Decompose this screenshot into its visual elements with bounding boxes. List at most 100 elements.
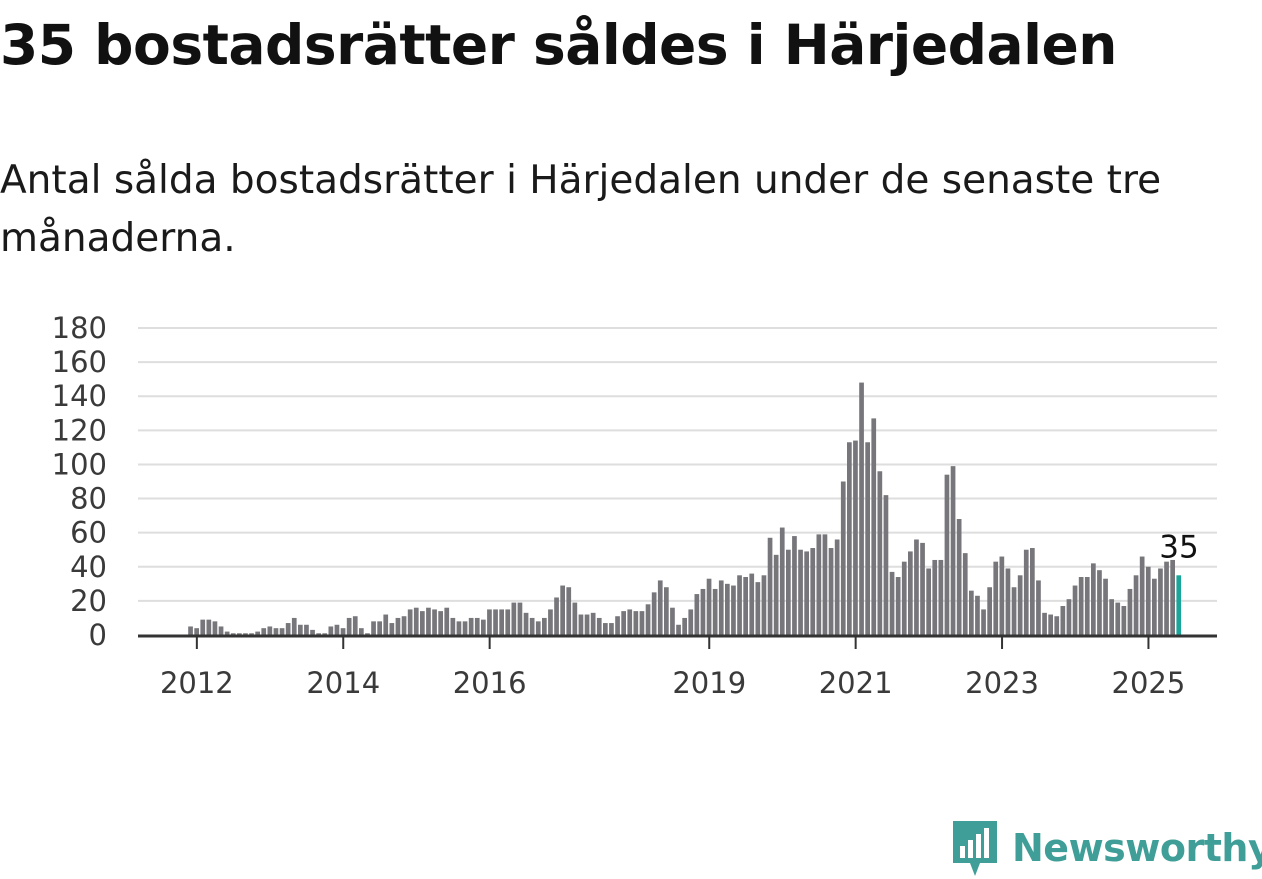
bar [218, 626, 224, 635]
bar [243, 633, 248, 635]
bar [1005, 568, 1011, 635]
bar [401, 616, 407, 635]
x-tick-label: 2025 [1112, 666, 1186, 700]
bar [334, 624, 340, 635]
bar [481, 619, 486, 635]
bar [523, 612, 529, 635]
bar [1078, 577, 1084, 635]
bar [932, 559, 938, 635]
y-tick-label: 20 [70, 584, 107, 618]
bar [560, 585, 565, 635]
bar [456, 621, 462, 635]
bar [1115, 602, 1121, 635]
bar [1170, 559, 1175, 635]
bar [474, 617, 480, 635]
x-tick-label: 2019 [672, 666, 746, 700]
bar [645, 604, 651, 635]
bar [1139, 556, 1145, 635]
bar [1091, 563, 1096, 635]
bar [273, 628, 279, 635]
bar [871, 418, 877, 635]
bar [389, 623, 395, 635]
bar [712, 588, 718, 635]
bar [621, 611, 626, 635]
bar [1164, 561, 1169, 635]
bar [346, 617, 352, 635]
bar [212, 621, 218, 635]
bar [432, 609, 437, 635]
bar [499, 609, 504, 635]
bar [1121, 606, 1127, 635]
bar [700, 588, 706, 635]
bar [493, 609, 498, 635]
bar [651, 592, 657, 635]
bar [548, 609, 553, 635]
bar [1054, 616, 1060, 635]
bar [938, 559, 944, 635]
bar [517, 602, 523, 635]
last-value-label: 35 [1159, 529, 1198, 565]
bar [590, 612, 596, 635]
chart-subtitle: Antal sålda bostadsrätter i Härjedalen u… [0, 158, 1162, 261]
bar [688, 609, 694, 635]
bar [444, 607, 450, 635]
bar [420, 611, 425, 635]
bar [542, 617, 547, 635]
bar [267, 626, 273, 635]
y-tick-label: 140 [52, 379, 107, 413]
bar [1042, 612, 1047, 635]
bar [279, 628, 285, 635]
bar [798, 549, 803, 635]
bar [487, 609, 492, 635]
bar [1030, 548, 1035, 635]
bar [609, 623, 614, 635]
x-axis-ticks: 2012 2014 2016 2019 2021 2023 2025 [160, 636, 1185, 700]
bar [285, 623, 291, 635]
bar [304, 624, 309, 635]
bar [743, 577, 748, 635]
bar [316, 633, 321, 635]
x-tick-label: 2023 [965, 666, 1039, 700]
bar [1109, 599, 1114, 635]
bar [1011, 587, 1017, 635]
bar [1036, 580, 1041, 635]
bar [1145, 566, 1151, 635]
bar [596, 617, 602, 635]
bar [1017, 575, 1023, 635]
bar [914, 539, 919, 635]
bar [718, 580, 724, 635]
bar [450, 617, 456, 635]
bar [834, 539, 840, 635]
bar [828, 548, 834, 635]
bar [969, 590, 974, 635]
bar [1152, 578, 1157, 635]
y-tick-label: 100 [52, 447, 107, 481]
bar [426, 607, 431, 635]
bar [413, 607, 419, 635]
bar [773, 554, 779, 635]
bar [981, 609, 986, 635]
bar [786, 549, 791, 635]
newsworthy-logo-icon [953, 821, 997, 876]
y-tick-label: 160 [52, 345, 107, 379]
bar [670, 607, 675, 635]
bar [1084, 577, 1090, 635]
bar [676, 624, 681, 635]
bar [889, 571, 895, 635]
bar [804, 551, 809, 635]
bar [255, 631, 260, 635]
bar [578, 614, 584, 635]
bar [993, 561, 999, 635]
x-tick-label: 2012 [160, 666, 234, 700]
bar [200, 619, 206, 635]
bar [639, 611, 645, 635]
bar [529, 617, 535, 635]
bar [291, 617, 297, 635]
bar [853, 440, 858, 635]
y-tick-label: 80 [70, 482, 107, 516]
bar [603, 623, 608, 635]
y-tick-label: 180 [52, 311, 107, 345]
bar [792, 536, 797, 635]
